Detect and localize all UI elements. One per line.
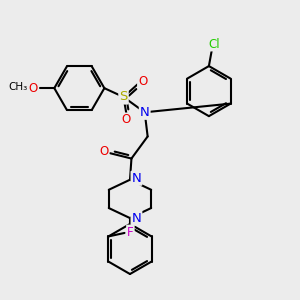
Text: N: N bbox=[132, 212, 141, 225]
Text: S: S bbox=[119, 91, 128, 103]
Text: O: O bbox=[28, 82, 38, 95]
Text: CH₃: CH₃ bbox=[9, 82, 28, 92]
Text: O: O bbox=[122, 113, 131, 127]
Text: N: N bbox=[132, 172, 141, 185]
Text: Cl: Cl bbox=[208, 38, 220, 50]
Text: O: O bbox=[99, 145, 108, 158]
Text: F: F bbox=[127, 226, 134, 238]
Text: O: O bbox=[138, 75, 147, 88]
Text: N: N bbox=[140, 106, 150, 119]
